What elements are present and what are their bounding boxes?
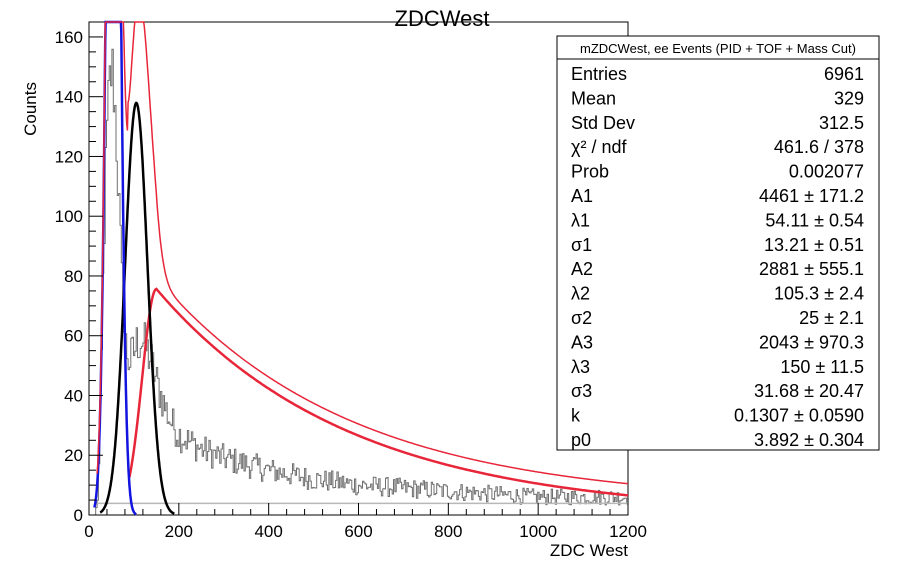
- stats-box-title: mZDCWest, ee Events (PID + TOF + Mass Cu…: [580, 41, 856, 56]
- y-tick-label: 160: [55, 28, 83, 47]
- stats-box: mZDCWest, ee Events (PID + TOF + Mass Cu…: [556, 35, 880, 451]
- stats-row-label: χ² / ndf: [571, 137, 627, 157]
- plot-frame: [88, 21, 629, 516]
- stats-row-value: 0.1307 ± 0.0590: [734, 406, 864, 426]
- x-tick-label: 1200: [609, 522, 647, 541]
- stats-row-label: λ3: [571, 357, 590, 377]
- stats-row-label: λ1: [571, 210, 590, 230]
- stats-row-value: 461.6 / 378: [774, 137, 864, 157]
- component-2-curve: [99, 101, 175, 515]
- stats-rows: Entries 6961 Mean 329 Std Dev 312.5 χ² / ndf 46…: [571, 64, 864, 450]
- stats-row-value: 6961: [824, 64, 864, 84]
- x-tick-label: 200: [165, 522, 193, 541]
- stats-row-label: Entries: [571, 64, 627, 84]
- plot-area: [88, 20, 629, 516]
- y-tick-label: 20: [64, 446, 83, 465]
- histogram-series: [89, 48, 629, 516]
- stats-row-value: 31.68 ± 20.47: [754, 381, 864, 401]
- stats-row-value: 312.5: [819, 113, 864, 133]
- y-tick-label: 60: [64, 327, 83, 346]
- stats-row-value: 329: [834, 88, 864, 108]
- stats-row-label: λ2: [571, 284, 590, 304]
- y-tick-label: 140: [55, 88, 83, 107]
- x-tick-label: 800: [434, 522, 462, 541]
- stats-row-label: σ1: [571, 235, 592, 255]
- stats-row-value: 3.892 ± 0.304: [754, 430, 864, 450]
- stats-row-label: Mean: [571, 88, 616, 108]
- stats-row-label: σ2: [571, 308, 592, 328]
- stats-row-label: Std Dev: [571, 113, 635, 133]
- axes: 0 200 400 600 800 1000 1200 0 20 40 60 80 100 120 140 1…: [55, 21, 647, 541]
- stats-box-frame: [556, 35, 880, 451]
- stats-row-label: A2: [571, 259, 593, 279]
- component-3-tail-curve: [128, 287, 629, 497]
- x-tick-label: 600: [344, 522, 372, 541]
- stats-row-value: 25 ± 2.1: [799, 308, 864, 328]
- stats-row-value: 4461 ± 171.2: [759, 186, 864, 206]
- stats-row-label: k: [571, 406, 581, 426]
- x-axis-label: ZDC West: [550, 541, 628, 560]
- y-tick-label: 80: [64, 267, 83, 286]
- x-tick-label: 1000: [519, 522, 557, 541]
- stats-row-value: 150 ± 11.5: [780, 357, 864, 377]
- total-fit-curve: [96, 21, 629, 485]
- stats-row-value: 54.11 ± 0.54: [765, 210, 864, 230]
- y-tick-label: 0: [74, 506, 83, 525]
- stats-row-value: 0.002077: [789, 162, 864, 182]
- y-tick-label: 100: [55, 207, 83, 226]
- stats-row-label: A3: [571, 332, 593, 352]
- y-tick-label: 120: [55, 147, 83, 166]
- stats-row-value: 105.3 ± 2.4: [774, 284, 864, 304]
- stats-row-value: 2881 ± 555.1: [759, 259, 864, 279]
- y-tick-label: 40: [64, 386, 83, 405]
- stats-row-label: σ3: [571, 381, 592, 401]
- chart-title: ZDCWest: [395, 6, 490, 31]
- x-tick-label: 0: [84, 522, 93, 541]
- stats-row-label: A1: [571, 186, 593, 206]
- stats-row-value: 13.21 ± 0.51: [764, 235, 864, 255]
- stats-row-label: Prob: [571, 162, 609, 182]
- stats-row-label: p0: [571, 430, 591, 450]
- stats-row-value: 2043 ± 970.3: [759, 332, 864, 352]
- x-tick-label: 400: [254, 522, 282, 541]
- y-axis-label: Counts: [21, 82, 40, 136]
